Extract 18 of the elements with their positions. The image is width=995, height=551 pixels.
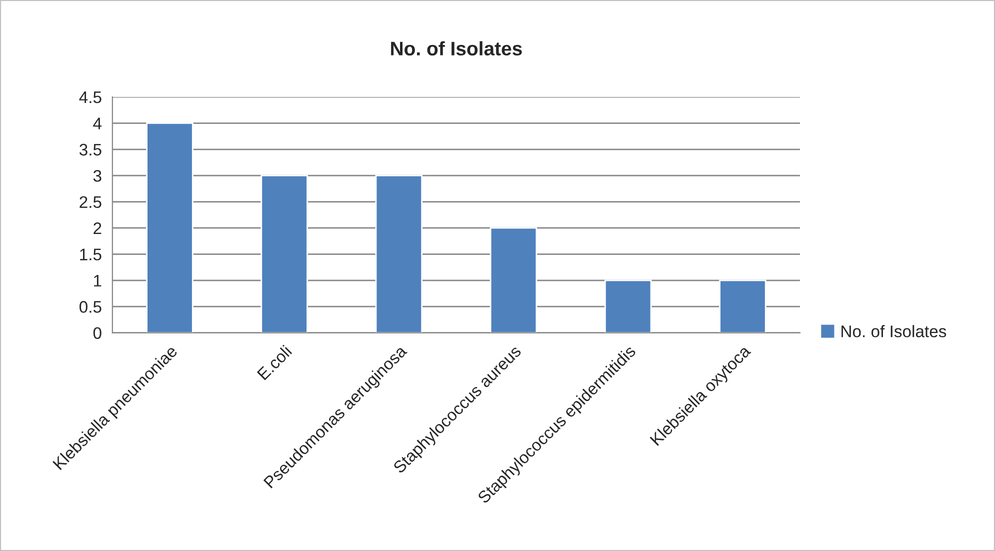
y-tick-label: 0 — [93, 327, 102, 340]
y-tick-label: 4.5 — [79, 92, 102, 104]
bar — [719, 280, 766, 333]
legend-label: No. of Isolates — [842, 325, 946, 338]
y-tick-label: 1.5 — [80, 248, 102, 260]
y-tick-label: 0.5 — [80, 301, 102, 313]
y-tick-label: 1 — [94, 274, 102, 286]
y-tick-label: 3 — [93, 170, 102, 182]
y-tick-label: 3.5 — [79, 144, 102, 156]
bar — [490, 227, 538, 333]
bar — [375, 174, 423, 333]
y-tick-label: 2.5 — [80, 196, 102, 208]
bar — [146, 122, 194, 333]
y-tick-label: 2 — [94, 222, 102, 234]
bar — [260, 174, 308, 333]
bar — [604, 280, 652, 333]
y-tick-label: 4 — [93, 118, 102, 130]
chart-title: No. of Isolates — [391, 41, 522, 56]
